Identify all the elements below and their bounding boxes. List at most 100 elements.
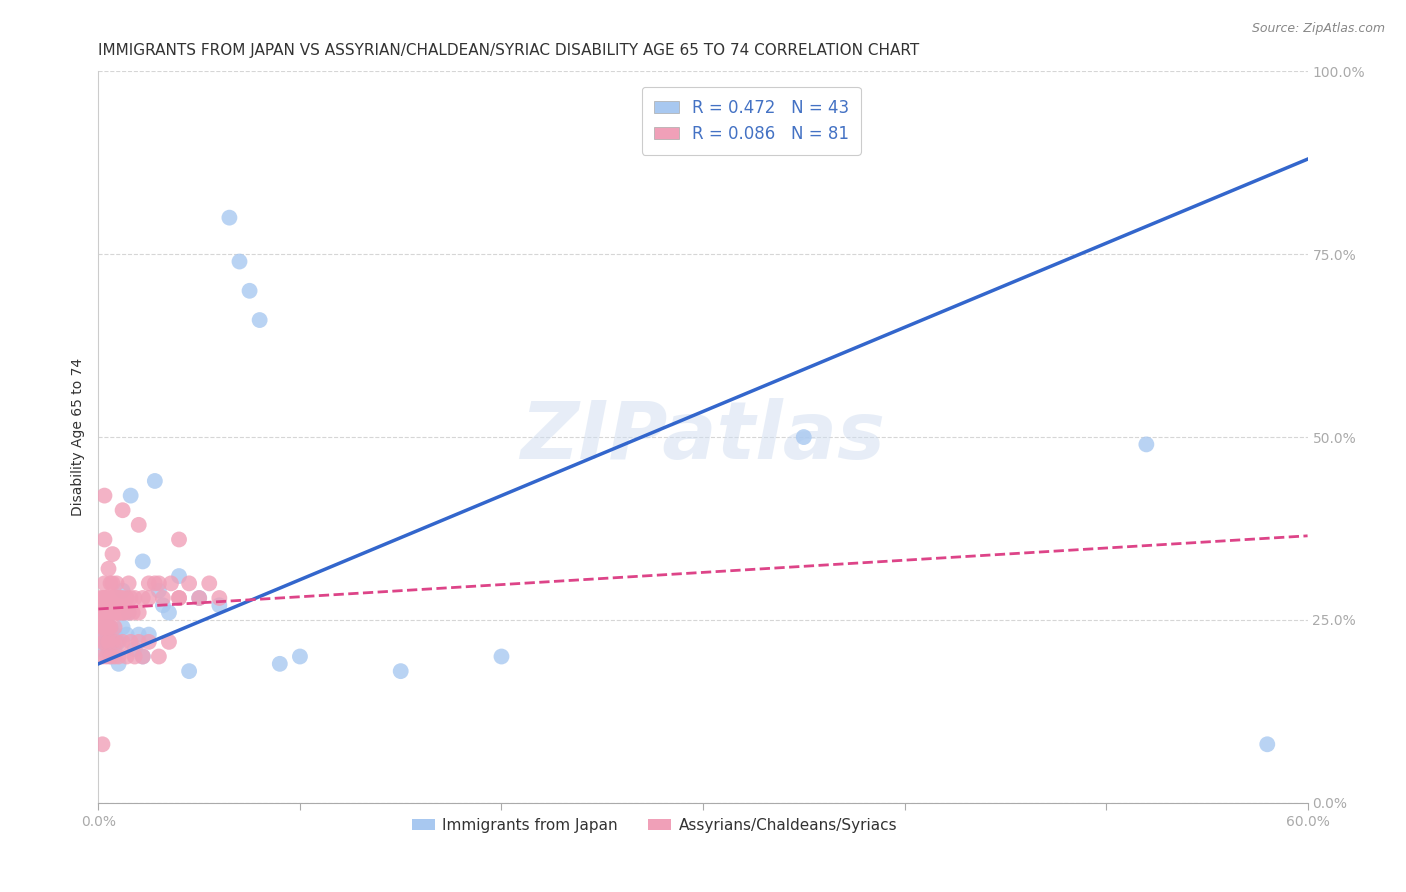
Point — [249, 313, 271, 327]
Point — [160, 576, 183, 591]
Point — [96, 635, 118, 649]
Point — [120, 591, 142, 605]
Point — [120, 489, 142, 503]
Point — [132, 554, 155, 568]
Point — [124, 649, 146, 664]
Point — [1135, 437, 1157, 451]
Point — [89, 591, 111, 605]
Point — [97, 642, 120, 657]
Point — [91, 591, 114, 605]
Point — [97, 635, 120, 649]
Point — [101, 606, 124, 620]
Point — [167, 569, 190, 583]
Point — [101, 591, 124, 605]
Point — [107, 657, 129, 671]
Point — [111, 583, 134, 598]
Point — [239, 284, 262, 298]
Point — [111, 620, 134, 634]
Point — [208, 591, 231, 605]
Point — [121, 606, 143, 620]
Point — [91, 737, 114, 751]
Point — [105, 591, 128, 605]
Point — [167, 591, 190, 605]
Point — [143, 474, 166, 488]
Point — [96, 591, 118, 605]
Point — [157, 635, 180, 649]
Point — [167, 591, 190, 605]
Point — [110, 591, 132, 605]
Point — [228, 254, 250, 268]
Point — [89, 620, 111, 634]
Point — [93, 489, 115, 503]
Point — [107, 635, 129, 649]
Point — [491, 649, 513, 664]
Point — [97, 591, 120, 605]
Point — [208, 599, 231, 613]
Point — [167, 533, 190, 547]
Point — [132, 649, 155, 664]
Point — [103, 620, 125, 634]
Point — [148, 649, 170, 664]
Point — [1256, 737, 1278, 751]
Point — [111, 635, 134, 649]
Point — [91, 620, 114, 634]
Point — [115, 627, 138, 641]
Legend: Immigrants from Japan, Assyrians/Chaldeans/Syriacs: Immigrants from Japan, Assyrians/Chaldea… — [405, 812, 904, 839]
Point — [103, 649, 125, 664]
Point — [218, 211, 240, 225]
Point — [96, 606, 118, 620]
Point — [101, 635, 124, 649]
Point — [118, 576, 141, 591]
Point — [93, 620, 115, 634]
Point — [91, 635, 114, 649]
Point — [118, 606, 141, 620]
Point — [198, 576, 221, 591]
Point — [128, 635, 150, 649]
Point — [793, 430, 815, 444]
Point — [111, 591, 134, 605]
Point — [128, 517, 150, 532]
Point — [100, 606, 122, 620]
Point — [179, 576, 201, 591]
Point — [111, 606, 134, 620]
Point — [100, 649, 122, 664]
Point — [152, 591, 174, 605]
Point — [188, 591, 211, 605]
Point — [93, 533, 115, 547]
Point — [111, 503, 134, 517]
Point — [105, 635, 128, 649]
Point — [100, 576, 122, 591]
Point — [89, 606, 111, 620]
Point — [93, 576, 115, 591]
Point — [107, 606, 129, 620]
Point — [91, 635, 114, 649]
Point — [114, 606, 136, 620]
Point — [143, 576, 166, 591]
Point — [179, 664, 201, 678]
Y-axis label: Disability Age 65 to 74: Disability Age 65 to 74 — [70, 358, 84, 516]
Point — [103, 591, 125, 605]
Point — [100, 620, 122, 634]
Text: Source: ZipAtlas.com: Source: ZipAtlas.com — [1251, 22, 1385, 36]
Point — [389, 664, 412, 678]
Point — [107, 649, 129, 664]
Point — [105, 606, 128, 620]
Point — [93, 606, 115, 620]
Point — [152, 599, 174, 613]
Point — [91, 649, 114, 664]
Point — [97, 562, 120, 576]
Point — [101, 547, 124, 561]
Point — [96, 649, 118, 664]
Point — [100, 620, 122, 634]
Point — [107, 591, 129, 605]
Point — [120, 635, 142, 649]
Point — [138, 576, 160, 591]
Point — [91, 606, 114, 620]
Text: ZIPatlas: ZIPatlas — [520, 398, 886, 476]
Point — [269, 657, 291, 671]
Point — [124, 591, 146, 605]
Point — [105, 576, 128, 591]
Point — [89, 642, 111, 657]
Text: IMMIGRANTS FROM JAPAN VS ASSYRIAN/CHALDEAN/SYRIAC DISABILITY AGE 65 TO 74 CORREL: IMMIGRANTS FROM JAPAN VS ASSYRIAN/CHALDE… — [98, 43, 920, 58]
Point — [118, 606, 141, 620]
